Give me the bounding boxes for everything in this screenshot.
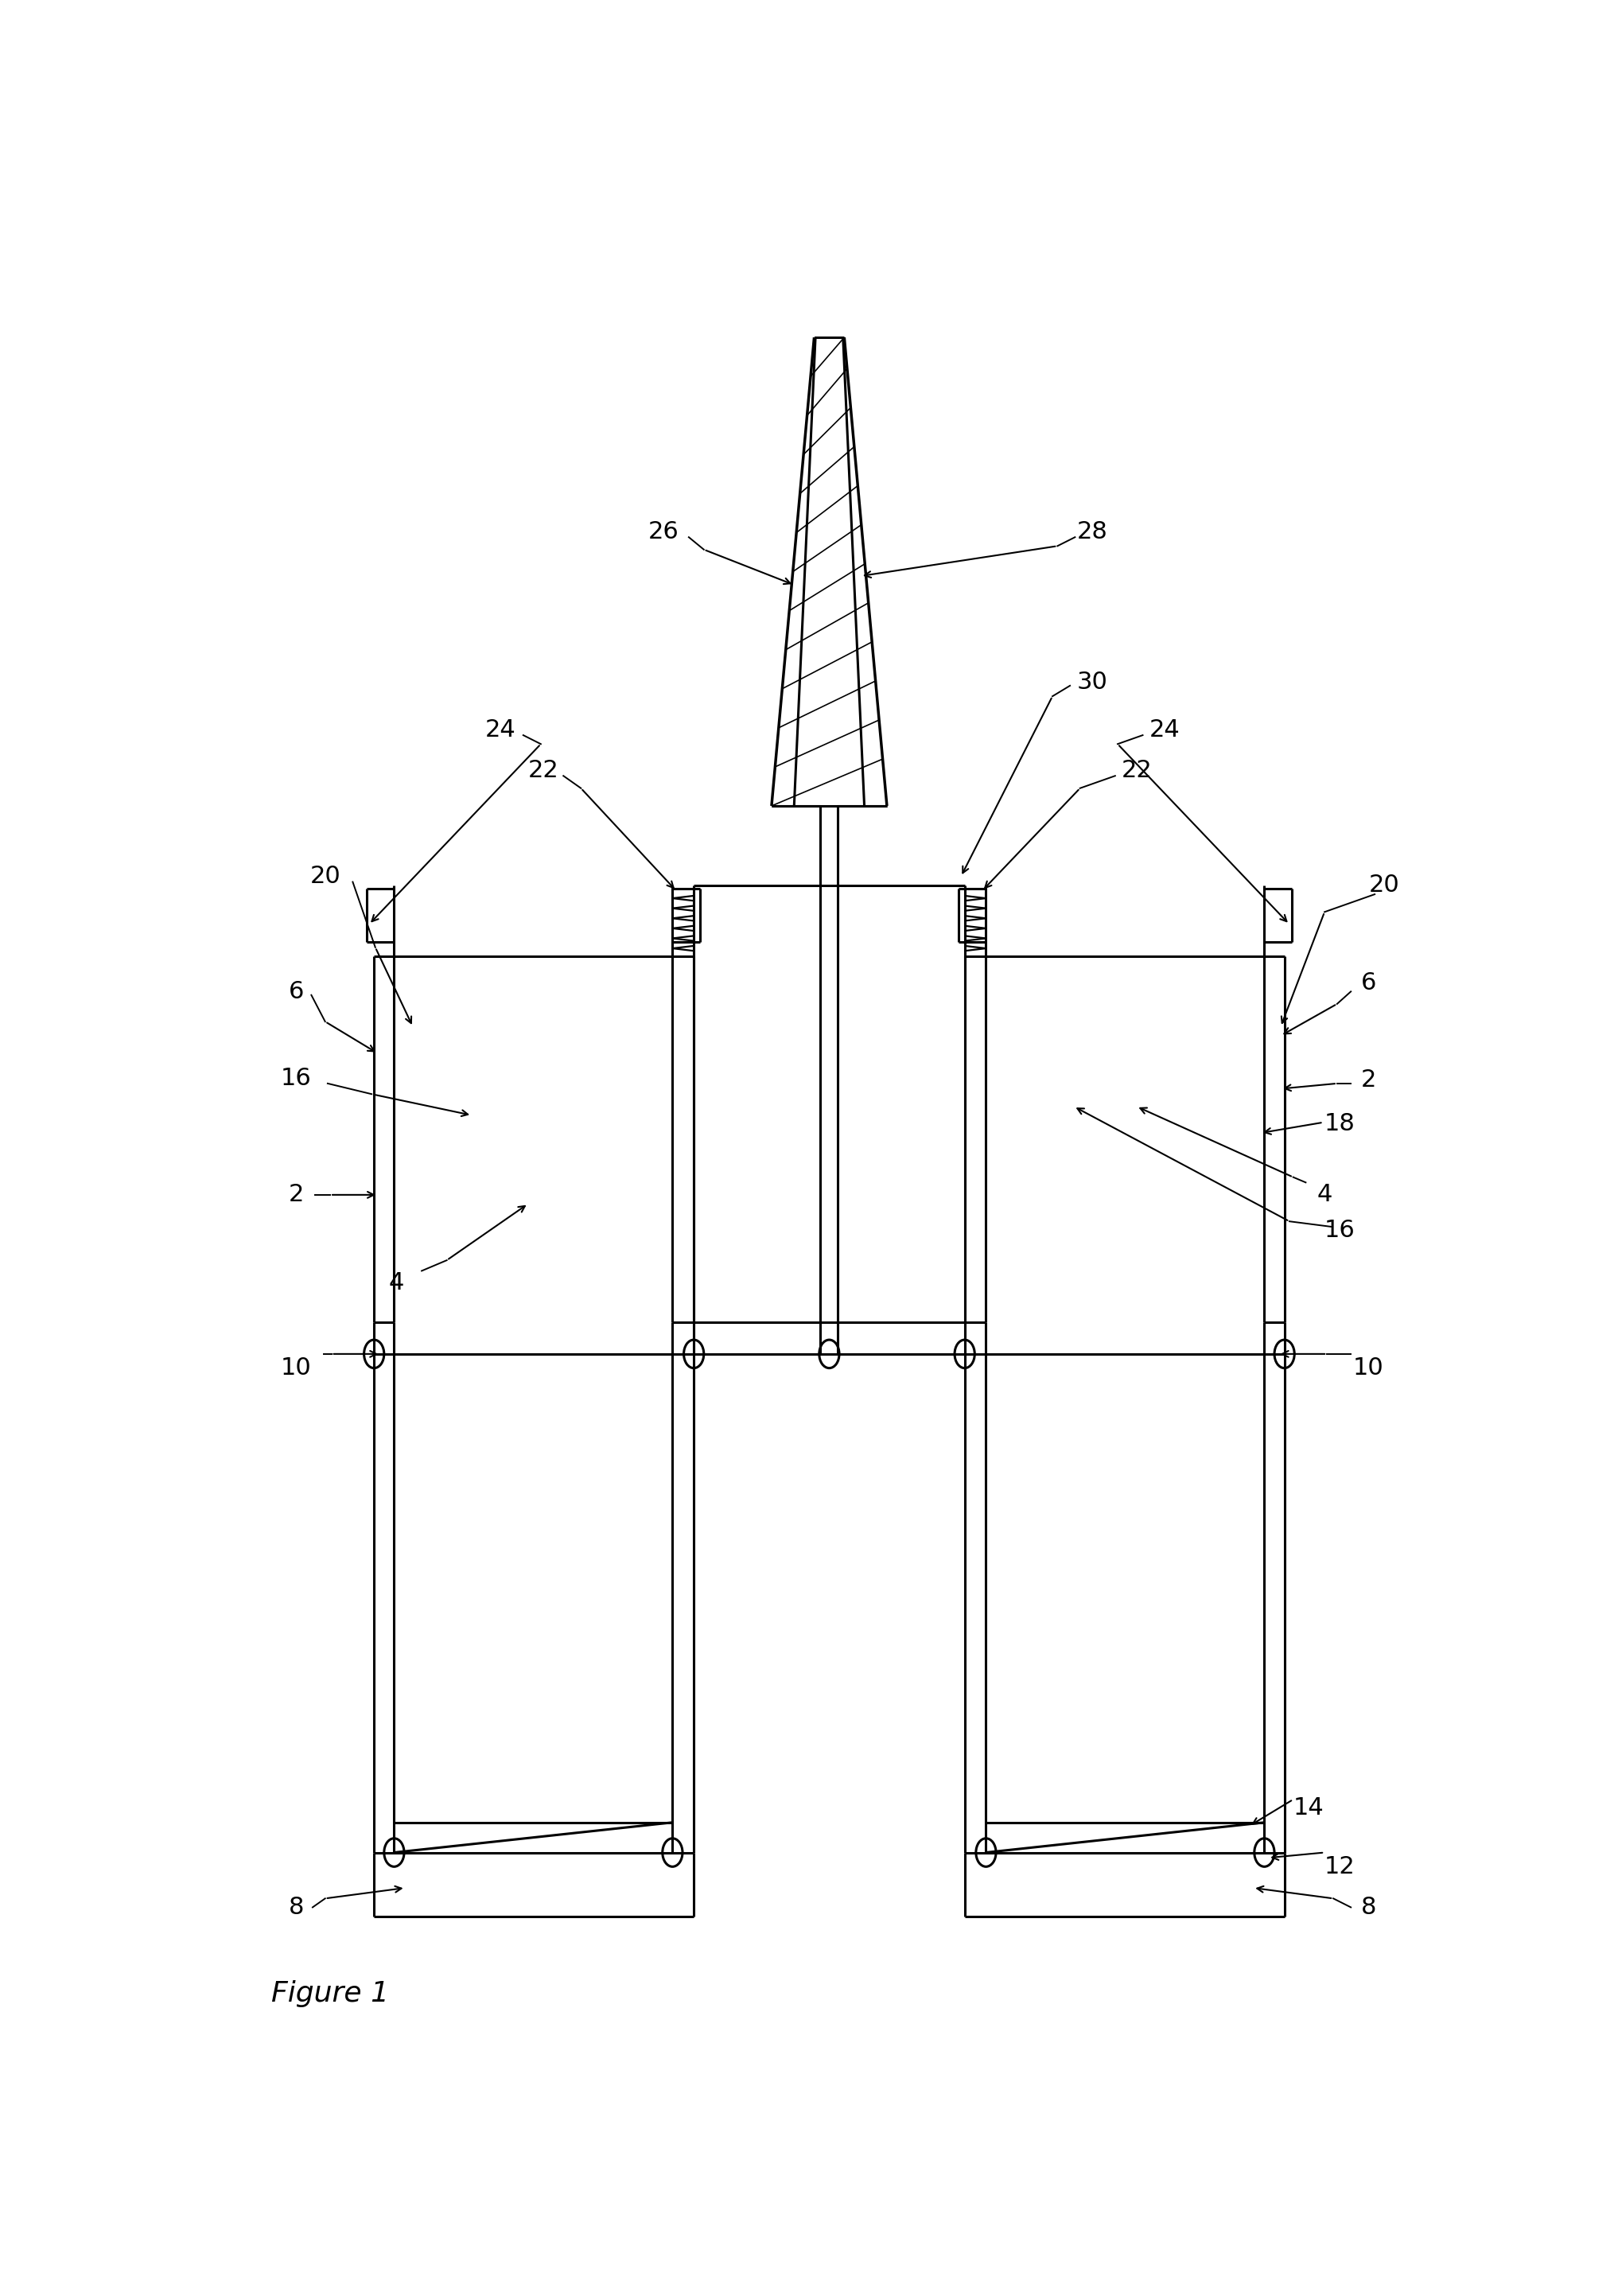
- Text: 22: 22: [527, 760, 558, 783]
- Text: 10: 10: [282, 1357, 312, 1380]
- Text: 20: 20: [1369, 875, 1400, 898]
- Text: 2: 2: [1361, 1068, 1377, 1091]
- Text: 30: 30: [1078, 670, 1108, 693]
- Text: 18: 18: [1325, 1114, 1356, 1137]
- Text: 4: 4: [388, 1272, 404, 1295]
- Text: 2: 2: [288, 1182, 304, 1205]
- Text: 10: 10: [1353, 1357, 1383, 1380]
- Text: 22: 22: [1121, 760, 1152, 783]
- Text: 26: 26: [649, 521, 680, 544]
- Text: 16: 16: [1325, 1219, 1356, 1242]
- Text: 6: 6: [288, 980, 304, 1003]
- Text: 16: 16: [282, 1068, 312, 1091]
- Text: 24: 24: [485, 719, 516, 742]
- Text: 4: 4: [1317, 1182, 1332, 1205]
- Text: 28: 28: [1078, 521, 1108, 544]
- Text: 6: 6: [1361, 971, 1377, 994]
- Text: 24: 24: [1149, 719, 1180, 742]
- Text: Figure 1: Figure 1: [272, 1981, 388, 2007]
- Text: 12: 12: [1325, 1855, 1356, 1878]
- Text: 8: 8: [288, 1896, 304, 1919]
- Text: 8: 8: [1361, 1896, 1377, 1919]
- Text: 20: 20: [309, 866, 340, 889]
- Text: 14: 14: [1293, 1798, 1324, 1821]
